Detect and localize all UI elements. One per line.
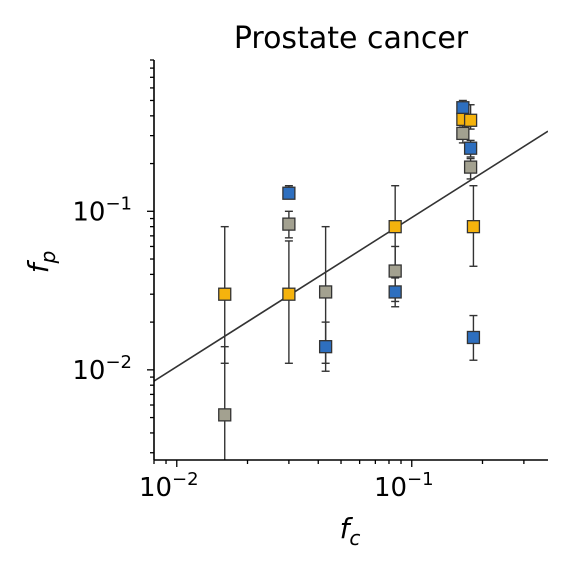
- point-s0-p2: [388, 285, 402, 299]
- point-s1-p4: [463, 113, 478, 127]
- error-bar-layer: [220, 99, 478, 460]
- point-s1-p2: [388, 220, 402, 234]
- point-s0-p1: [318, 340, 333, 354]
- x-axis-ticks: 10−2 10−1: [139, 460, 525, 503]
- y-axis-label-sub: p: [36, 251, 60, 265]
- point-s2-p2: [318, 285, 333, 299]
- y-axis-label: fp: [22, 251, 60, 274]
- trend-line: [154, 130, 548, 382]
- y-tick-label-1: 10−1: [72, 193, 132, 227]
- chart-title: Prostate cancer: [234, 21, 469, 56]
- point-s1-p5: [466, 220, 481, 234]
- y-axis-ticks: 10−2 10−1: [72, 59, 154, 454]
- y-tick-label-0: 10−2: [72, 352, 132, 386]
- x-tick-label-0: 10−2: [139, 469, 199, 503]
- x-axis-label: fc: [340, 512, 361, 550]
- point-s1-p1: [282, 287, 296, 301]
- point-s2-p0: [218, 408, 232, 422]
- x-tick-label-1: 10−1: [374, 469, 434, 503]
- x-axis-label-sub: c: [349, 526, 360, 550]
- marker-layer: [218, 101, 481, 422]
- point-s0-p5: [466, 330, 481, 345]
- point-s0-p0: [282, 186, 296, 200]
- point-s0-p4: [463, 141, 478, 155]
- point-s2-p1: [282, 217, 296, 231]
- point-s2-p5: [463, 160, 478, 174]
- point-s2-p4: [456, 126, 470, 141]
- point-s2-p3: [388, 264, 402, 278]
- point-s0-p3: [456, 101, 470, 115]
- trend-line-layer: [154, 130, 548, 382]
- point-s1-p0: [218, 287, 232, 301]
